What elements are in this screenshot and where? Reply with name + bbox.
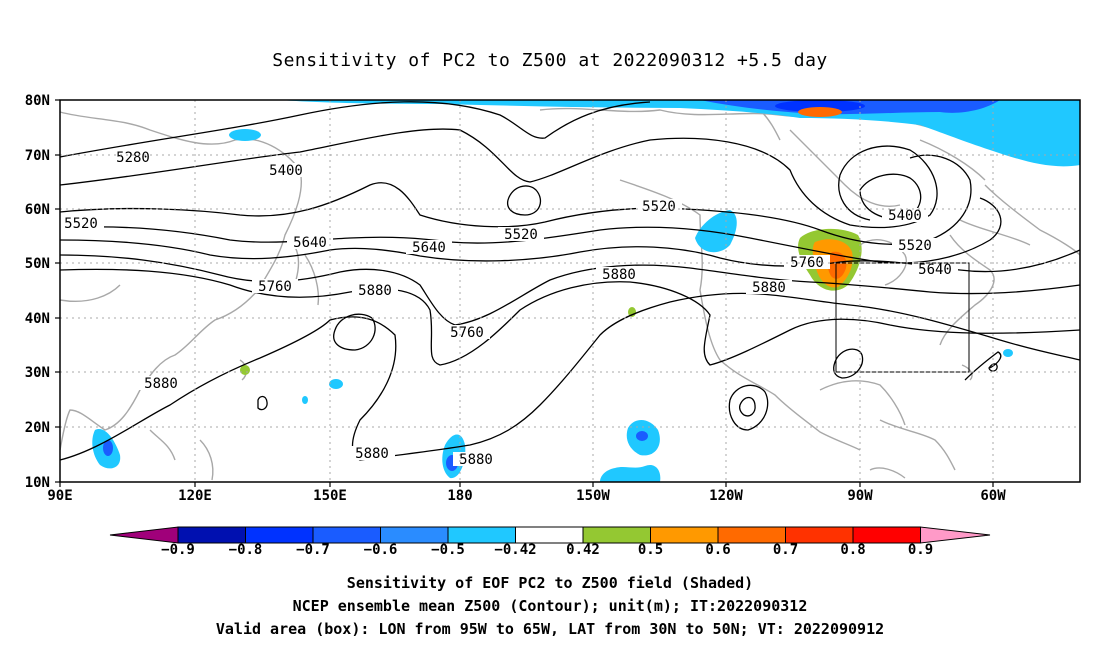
colorbar-tick-label: −0.7 bbox=[296, 542, 330, 558]
contour-label: 5520 bbox=[504, 227, 538, 243]
plot-frame bbox=[59, 99, 1081, 483]
arctic-core-negative bbox=[775, 100, 865, 112]
colorbar-tick-label: 0.8 bbox=[840, 542, 866, 558]
colorbar-swatch bbox=[852, 526, 921, 544]
lat-label: 80N bbox=[25, 93, 50, 109]
lon-label: 60W bbox=[980, 488, 1006, 504]
contour-label: 5880 bbox=[459, 452, 493, 468]
colorbar bbox=[109, 526, 991, 544]
contour-label: 5400 bbox=[269, 163, 303, 179]
contour-label: 5880 bbox=[355, 446, 389, 462]
contour-label: 5640 bbox=[412, 240, 446, 256]
neg-dot-2 bbox=[302, 396, 308, 404]
shaded-areas bbox=[92, 100, 1080, 482]
colorbar-swatch bbox=[515, 526, 584, 544]
colorbar-swatch bbox=[177, 526, 246, 544]
contour-label: 5400 bbox=[888, 208, 922, 224]
map-title: Sensitivity of PC2 to Z500 at 2022090312… bbox=[272, 50, 828, 71]
lat-label: 60N bbox=[25, 202, 50, 218]
neg-patch-a bbox=[229, 129, 261, 141]
colorbar-tick-label: −0.6 bbox=[363, 542, 398, 558]
colorbar-swatch bbox=[245, 526, 314, 544]
lon-label: 180 bbox=[447, 488, 472, 504]
coastlines bbox=[59, 107, 1081, 481]
colorbar-tick-label: 0.6 bbox=[705, 542, 731, 558]
colorbar-tick-label: −0.8 bbox=[228, 542, 263, 558]
neg-core-southwest bbox=[103, 440, 113, 456]
lon-label: 150W bbox=[576, 488, 610, 504]
colorbar-tick-label: −0.5 bbox=[431, 542, 465, 558]
contour-label: 5640 bbox=[293, 235, 327, 251]
contour-label: 5880 bbox=[752, 280, 786, 296]
lon-label: 90E bbox=[47, 488, 72, 504]
colorbar-swatch bbox=[717, 526, 786, 544]
arctic-negative-area bbox=[280, 100, 1080, 167]
contour-label: 5520 bbox=[898, 238, 932, 254]
colorbar-tick-label: 0.42 bbox=[566, 542, 600, 558]
colorbar-tick-label: −0.42 bbox=[494, 542, 537, 558]
colorbar-swatch bbox=[312, 526, 381, 544]
colorbar-swatch bbox=[380, 526, 449, 544]
lat-label: 30N bbox=[25, 365, 50, 381]
colorbar-arrow-right bbox=[920, 526, 991, 544]
contour-label: 5520 bbox=[64, 216, 98, 232]
neg-dot-1 bbox=[329, 379, 343, 389]
contour-label: 5280 bbox=[116, 150, 150, 166]
colorbar-swatch bbox=[650, 526, 719, 544]
caption-shaded: Sensitivity of EOF PC2 to Z500 field (Sh… bbox=[346, 574, 754, 592]
contour-labels: 5280 5400 5520 5640 5760 5880 5520 5640 … bbox=[58, 150, 958, 468]
neg-core-hawaii bbox=[636, 431, 648, 441]
contour-label: 5760 bbox=[450, 325, 484, 341]
contour-label: 5520 bbox=[642, 199, 676, 215]
colorbar-tick-label: 0.7 bbox=[772, 542, 799, 558]
lon-label: 90W bbox=[847, 488, 873, 504]
contour-label: 5760 bbox=[258, 279, 292, 295]
colorbar-arrow-left bbox=[109, 526, 179, 544]
caption-valid-area: Valid area (box): LON from 95W to 65W, L… bbox=[215, 620, 885, 638]
arctic-positive-spot bbox=[798, 107, 842, 117]
colorbar-swatch bbox=[582, 526, 651, 544]
colorbar-tick-label: −0.9 bbox=[161, 542, 195, 558]
caption-contour: NCEP ensemble mean Z500 (Contour); unit(… bbox=[292, 597, 808, 615]
contour-label: 5640 bbox=[918, 262, 952, 278]
lat-label: 40N bbox=[25, 311, 50, 327]
contour-label: 5760 bbox=[790, 255, 824, 271]
colorbar-swatch bbox=[447, 526, 516, 544]
gridlines bbox=[60, 100, 1080, 482]
contour-label: 5880 bbox=[358, 283, 392, 299]
pos-patch-core-red bbox=[827, 251, 847, 279]
lat-label: 20N bbox=[25, 420, 50, 436]
colorbar-swatch bbox=[785, 526, 854, 544]
contour-label: 5880 bbox=[144, 376, 178, 392]
lon-label: 120E bbox=[178, 488, 212, 504]
lat-label: 70N bbox=[25, 148, 50, 164]
colorbar-tick-label: 0.5 bbox=[637, 542, 664, 558]
lat-label: 50N bbox=[25, 256, 50, 272]
z500-contours bbox=[59, 101, 1081, 461]
neg-dot-east bbox=[1003, 349, 1013, 357]
neg-patch-pacific-nw bbox=[695, 210, 737, 253]
contour-label: 5880 bbox=[602, 267, 636, 283]
neg-patch-bottom bbox=[600, 464, 661, 482]
colorbar-tick-label: 0.9 bbox=[907, 542, 934, 558]
lon-label: 150E bbox=[313, 488, 347, 504]
lat-label: 10N bbox=[25, 475, 50, 491]
lon-label: 120W bbox=[709, 488, 743, 504]
